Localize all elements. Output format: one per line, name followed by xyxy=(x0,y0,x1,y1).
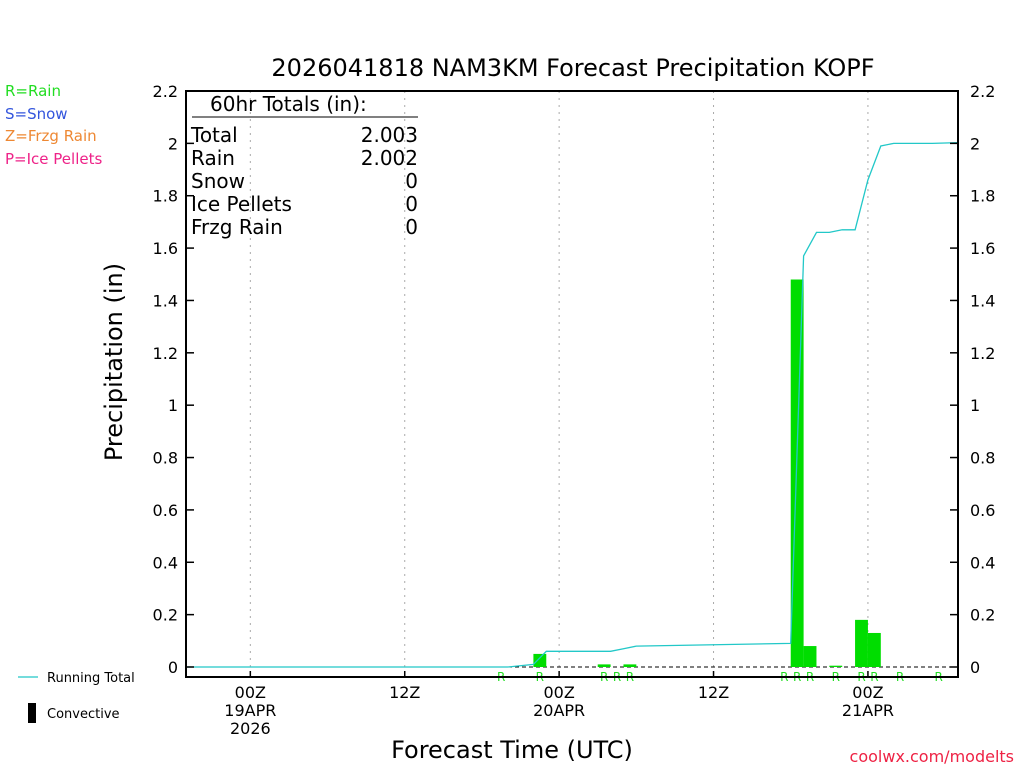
totals-value-rain: 2.002 xyxy=(361,146,418,170)
y-tick-label-right: 1.6 xyxy=(970,239,995,258)
y-axis-ticks: 0 00.2 0.20.4 0.40.6 0.60.8 0.81 11.2 1.21.4 1.4… xyxy=(153,82,996,677)
totals-label-total: Total xyxy=(190,123,238,147)
y-tick-label-right: 0.4 xyxy=(970,553,995,572)
totals-value-total: 2.003 xyxy=(361,123,418,147)
y-tick-label-right: 1.8 xyxy=(970,187,995,206)
legend-snow: S=Snow xyxy=(5,105,68,123)
precip-bar xyxy=(803,646,817,667)
totals-box: 60hr Totals (in): Total 2.003 Rain 2.002… xyxy=(190,92,418,239)
x-tick-label: 12Z xyxy=(389,683,420,702)
y-tick-label-left: 2.2 xyxy=(153,82,178,101)
precip-bar xyxy=(855,619,868,667)
legend-ice-pellets: P=Ice Pellets xyxy=(5,150,102,168)
ptype-legend: R=Rain S=Snow Z=Frzg Rain P=Ice Pellets xyxy=(5,82,102,168)
precip-bar xyxy=(533,653,547,667)
x-tick-label: 21APR xyxy=(842,701,894,720)
totals-label-snow: Snow xyxy=(191,169,245,193)
y-tick-label-left: 1 xyxy=(168,396,178,415)
y-tick-label-right: 0 xyxy=(970,658,980,677)
plot-frame xyxy=(185,90,959,678)
y-tick-label-right: 0.2 xyxy=(970,606,995,625)
totals-label-frzg-rain: Frzg Rain xyxy=(191,215,283,239)
y-tick-label-left: 0.4 xyxy=(153,553,178,572)
x-tick-label: 00Z xyxy=(852,683,883,702)
legend-rain: R=Rain xyxy=(5,82,61,100)
y-tick-label-right: 2.2 xyxy=(970,82,995,101)
y-tick-label-left: 1.6 xyxy=(153,239,178,258)
legend-frzg-rain: Z=Frzg Rain xyxy=(5,127,97,145)
y-tick-label-right: 0.6 xyxy=(970,501,995,520)
y-tick-label-right: 0.8 xyxy=(970,449,995,468)
y-tick-label-left: 1.4 xyxy=(153,291,178,310)
running-total-legend-label: Running Total xyxy=(47,671,135,686)
precip-bar xyxy=(867,632,881,667)
x-tick-label: 20APR xyxy=(533,701,585,720)
precip-bar xyxy=(597,664,611,667)
credit-text: coolwx.com/modelts xyxy=(850,747,1014,766)
y-tick-label-left: 0.2 xyxy=(153,606,178,625)
totals-value-ice-pellets: 0 xyxy=(405,192,418,216)
precip-bar xyxy=(829,665,843,667)
x-tick-label: 2026 xyxy=(230,719,271,738)
x-tick-label: 19APR xyxy=(224,701,276,720)
y-tick-label-left: 2 xyxy=(168,134,178,153)
y-tick-label-left: 1.8 xyxy=(153,187,178,206)
totals-label-rain: Rain xyxy=(191,146,235,170)
x-tick-label: 00Z xyxy=(235,683,266,702)
chart-title: 2026041818 NAM3KM Forecast Precipitation… xyxy=(271,54,874,82)
y-tick-label-right: 1 xyxy=(970,396,980,415)
running-total-line xyxy=(186,141,959,668)
y-tick-label-left: 0.6 xyxy=(153,501,178,520)
totals-label-ice-pellets: Ice Pellets xyxy=(191,192,292,216)
y-tick-label-left: 1.2 xyxy=(153,344,178,363)
totals-value-snow: 0 xyxy=(405,169,418,193)
convective-legend-swatch xyxy=(28,703,36,723)
precip-bars xyxy=(533,279,881,667)
y-axis-label: Precipitation (in) xyxy=(100,263,128,461)
y-tick-label-right: 2 xyxy=(970,134,980,153)
y-tick-label-left: 0.8 xyxy=(153,449,178,468)
gridlines xyxy=(249,91,869,677)
totals-value-frzg-rain: 0 xyxy=(405,215,418,239)
precip-bar xyxy=(623,664,637,667)
x-tick-label: 12Z xyxy=(698,683,729,702)
totals-heading: 60hr Totals (in): xyxy=(210,92,367,116)
x-axis-label: Forecast Time (UTC) xyxy=(391,736,633,764)
y-tick-label-right: 1.2 xyxy=(970,344,995,363)
y-tick-label-left: 0 xyxy=(168,658,178,677)
precip-bar xyxy=(790,279,804,667)
y-tick-label-right: 1.4 xyxy=(970,291,995,310)
convective-legend-label: Convective xyxy=(47,707,120,722)
x-tick-label: 00Z xyxy=(543,683,574,702)
